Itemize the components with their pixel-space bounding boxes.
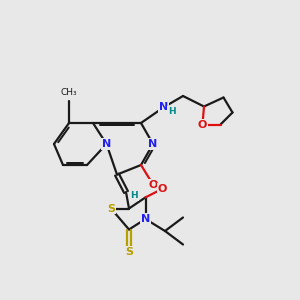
Text: O: O	[157, 184, 167, 194]
Text: O: O	[198, 119, 207, 130]
Text: N: N	[148, 139, 158, 149]
Text: CH₃: CH₃	[61, 88, 77, 97]
Text: O: O	[148, 179, 158, 190]
Text: N: N	[141, 214, 150, 224]
Text: H: H	[130, 191, 138, 200]
Text: S: S	[107, 203, 115, 214]
Text: S: S	[125, 247, 133, 257]
Text: N: N	[102, 139, 111, 149]
Text: N: N	[159, 102, 168, 112]
Text: H: H	[168, 106, 176, 116]
